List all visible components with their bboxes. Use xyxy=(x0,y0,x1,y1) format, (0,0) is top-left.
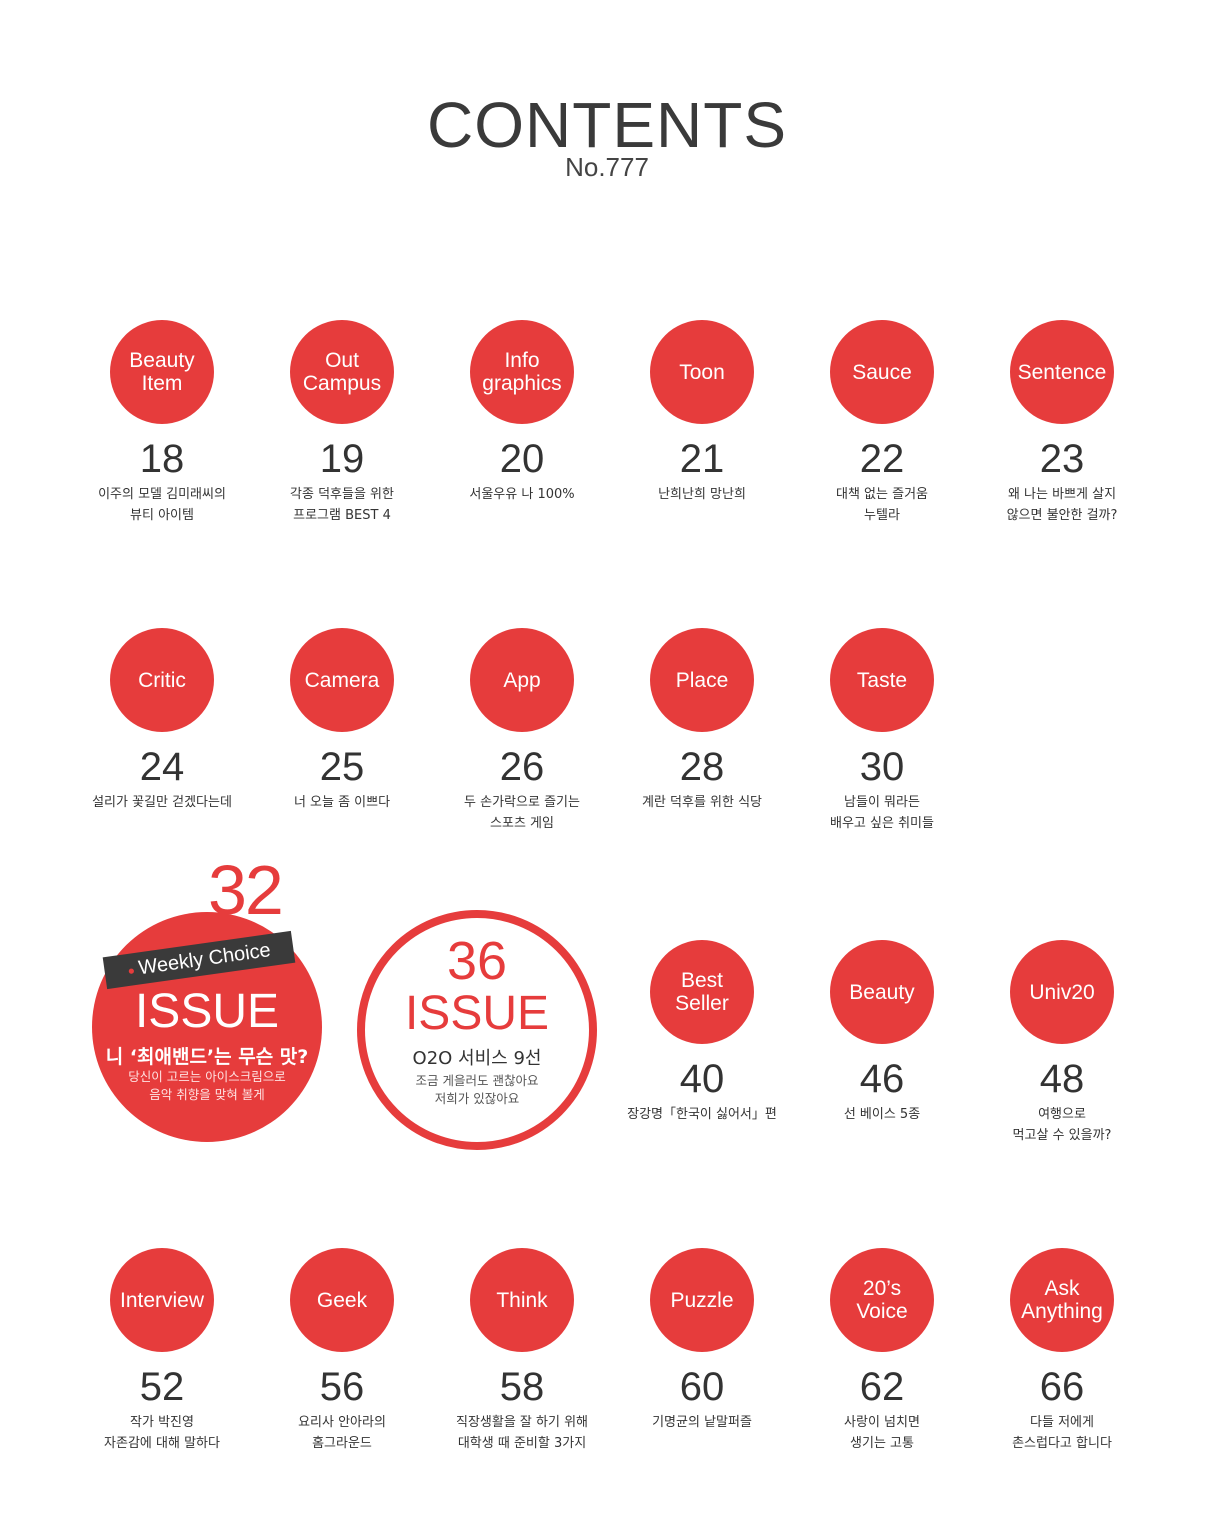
featured-issue-36-headline: O2O 서비스 9선 xyxy=(412,1048,542,1069)
page-number: 66 xyxy=(1039,1365,1085,1409)
section-circle: Taste xyxy=(830,628,934,732)
toc-entry[interactable]: 20’s Voice 62 사랑이 넘치면 생기는 고통 xyxy=(792,1248,972,1454)
entry-description: 사랑이 넘치면 생기는 고통 xyxy=(844,1415,920,1451)
toc-entry[interactable]: Beauty Item 18 이주의 모델 김미래씨의 뷰티 아이템 xyxy=(72,320,252,526)
page-number: 22 xyxy=(859,437,905,481)
entry-description: 요리사 안아라의 홈그라운드 xyxy=(298,1415,386,1451)
entry-description: 설리가 꽃길만 걷겠다는데 xyxy=(92,795,232,810)
toc-entry[interactable]: Info graphics 20 서울우유 나 100% xyxy=(432,320,612,505)
featured-issue-32-page: 32 xyxy=(208,851,284,929)
featured-issue-32-section: ISSUE xyxy=(134,985,280,1038)
page-number: 25 xyxy=(319,745,365,789)
section-circle: Critic xyxy=(110,628,214,732)
toc-entry[interactable]: Out Campus 19 각종 덕후들을 위한 프로그램 BEST 4 xyxy=(252,320,432,526)
entry-description: 두 손가락으로 즐기는 스포츠 게임 xyxy=(464,795,580,831)
page-number: 24 xyxy=(139,745,185,789)
toc-entry[interactable]: Toon 21 난희난희 망난희 xyxy=(612,320,792,505)
section-circle: Think xyxy=(470,1248,574,1352)
page-number: 28 xyxy=(679,745,725,789)
page-number: 62 xyxy=(859,1365,905,1409)
featured-issue-36-circle[interactable] xyxy=(357,910,597,1150)
page-number: 52 xyxy=(139,1365,185,1409)
toc-entry[interactable]: App 26 두 손가락으로 즐기는 스포츠 게임 xyxy=(432,628,612,834)
section-circle: Ask Anything xyxy=(1010,1248,1114,1352)
section-circle: Sentence xyxy=(1010,320,1114,424)
toc-entry[interactable]: Puzzle 60 기명균의 낱말퍼즐 xyxy=(612,1248,792,1433)
toc-entry[interactable]: Ask Anything 66 다들 저에게 촌스럽다고 합니다 xyxy=(972,1248,1152,1454)
toc-entry[interactable]: Best Seller 40 장강명「한국이 싫어서」편 xyxy=(612,940,792,1125)
page-title: CONTENTS xyxy=(427,89,787,161)
entry-description: 계란 덕후를 위한 식당 xyxy=(641,795,763,810)
entry-description: 기명균의 낱말퍼즐 xyxy=(652,1415,752,1430)
featured-issue-36-section: ISSUE xyxy=(404,987,550,1040)
page-number: 26 xyxy=(499,745,545,789)
page-number: 60 xyxy=(679,1365,725,1409)
entry-description: 여행으로 먹고살 수 있을까? xyxy=(1012,1107,1112,1143)
entry-description: 각종 덕후들을 위한 프로그램 BEST 4 xyxy=(290,487,394,523)
section-circle: Best Seller xyxy=(650,940,754,1044)
entry-description: 선 베이스 5종 xyxy=(843,1107,921,1122)
page-number: 48 xyxy=(1039,1057,1085,1101)
entry-description: 대책 없는 즐거움 누텔라 xyxy=(836,487,928,523)
featured-issue-32-headline: 니 ‘최애밴드’는 무슨 맛? xyxy=(105,1046,309,1068)
entry-description: 이주의 모델 김미래씨의 뷰티 아이템 xyxy=(98,487,226,523)
toc-entry[interactable]: Sauce 22 대책 없는 즐거움 누텔라 xyxy=(792,320,972,526)
toc-entry[interactable]: Critic 24 설리가 꽃길만 걷겠다는데 xyxy=(72,628,252,813)
page-number: 23 xyxy=(1039,437,1085,481)
page-number: 18 xyxy=(139,437,185,481)
entry-description: 난희난희 망난희 xyxy=(658,487,746,502)
page-number: 19 xyxy=(319,437,365,481)
toc-entry[interactable]: Taste 30 남들이 뭐라든 배우고 싶은 취미들 xyxy=(792,628,972,834)
entry-description: 직장생활을 잘 하기 위해 대학생 때 준비할 3가지 xyxy=(456,1415,588,1451)
section-circle: Info graphics xyxy=(470,320,574,424)
page-number: 58 xyxy=(499,1365,545,1409)
section-circle: Beauty Item xyxy=(110,320,214,424)
entry-description: 장강명「한국이 싫어서」편 xyxy=(627,1107,777,1122)
section-circle: Toon xyxy=(650,320,754,424)
section-circle: Univ20 xyxy=(1010,940,1114,1044)
page-number: 20 xyxy=(499,437,545,481)
entry-description: 작가 박진영 자존감에 대해 말하다 xyxy=(104,1415,220,1451)
entry-description: 너 오늘 좀 이쁘다 xyxy=(293,795,391,810)
entry-description: 남들이 뭐라든 배우고 싶은 취미들 xyxy=(830,795,934,831)
entry-description: 다들 저에게 촌스럽다고 합니다 xyxy=(1012,1415,1112,1451)
toc-entry[interactable]: Beauty 46 선 베이스 5종 xyxy=(792,940,972,1125)
page-number: 40 xyxy=(679,1057,725,1101)
page-number: 46 xyxy=(859,1057,905,1101)
featured-issue-36-subtitle: 조금 게을러도 괜찮아요 저희가 있잖아요 xyxy=(415,1073,539,1106)
section-circle: Puzzle xyxy=(650,1248,754,1352)
page-number: 21 xyxy=(679,437,725,481)
page-number: 56 xyxy=(319,1365,365,1409)
featured-issue-32-subtitle: 당신이 고르는 아이스크림으로 음악 취향을 맞혀 볼게 xyxy=(128,1069,286,1102)
entry-description: 서울우유 나 100% xyxy=(469,487,575,502)
toc-entry[interactable]: Interview 52 작가 박진영 자존감에 대해 말하다 xyxy=(72,1248,252,1454)
section-circle: Camera xyxy=(290,628,394,732)
section-circle: Beauty xyxy=(830,940,934,1044)
toc-entry[interactable]: Think 58 직장생활을 잘 하기 위해 대학생 때 준비할 3가지 xyxy=(432,1248,612,1454)
issue-number: No.777 xyxy=(565,152,649,182)
entry-description: 왜 나는 바쁘게 살지 않으면 불안한 걸까? xyxy=(1006,487,1118,523)
dot-icon: ● xyxy=(126,962,136,978)
section-circle: Interview xyxy=(110,1248,214,1352)
page-number: 30 xyxy=(859,745,905,789)
section-circle: Sauce xyxy=(830,320,934,424)
section-circle: Geek xyxy=(290,1248,394,1352)
section-circle: Place xyxy=(650,628,754,732)
section-circle: 20’s Voice xyxy=(830,1248,934,1352)
toc-entry[interactable]: Sentence 23 왜 나는 바쁘게 살지 않으면 불안한 걸까? xyxy=(972,320,1152,526)
section-circle: Out Campus xyxy=(290,320,394,424)
toc-entry[interactable]: Univ20 48 여행으로 먹고살 수 있을까? xyxy=(972,940,1152,1146)
toc-entry[interactable]: Camera 25 너 오늘 좀 이쁘다 xyxy=(252,628,432,813)
toc-entry[interactable]: Geek 56 요리사 안아라의 홈그라운드 xyxy=(252,1248,432,1454)
featured-issue-36-page: 36 xyxy=(446,931,508,991)
section-circle: App xyxy=(470,628,574,732)
toc-entry[interactable]: Place 28 계란 덕후를 위한 식당 xyxy=(612,628,792,813)
